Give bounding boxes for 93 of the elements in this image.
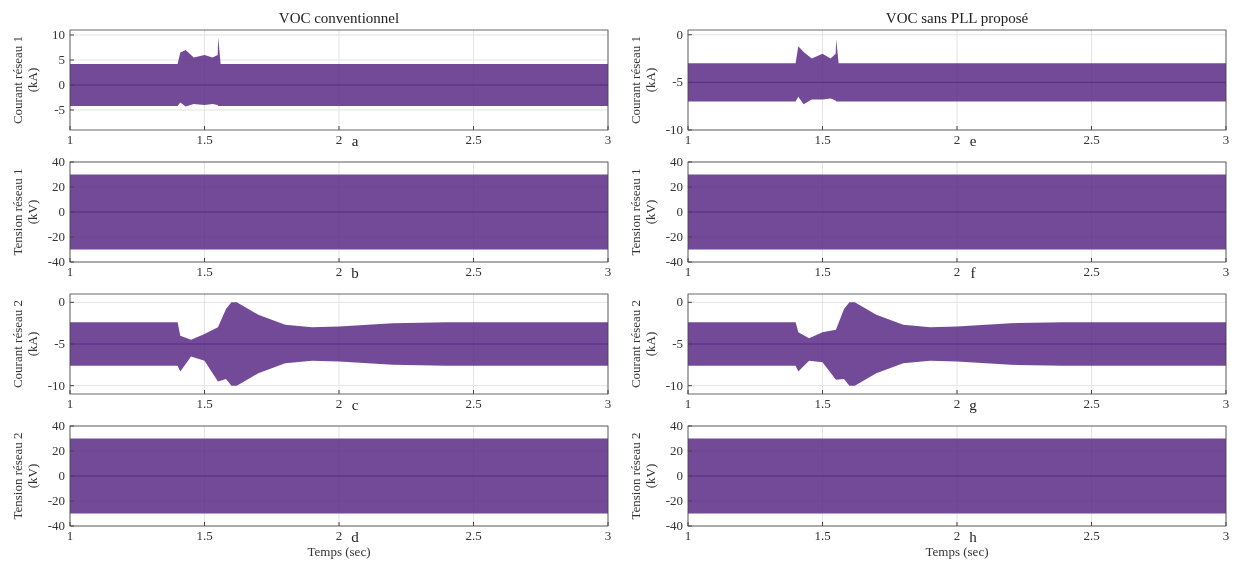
text: b — [351, 265, 359, 281]
x-tick-label: 2 — [953, 264, 961, 279]
y-tick-label: 5 — [58, 52, 65, 67]
text: f — [970, 265, 976, 281]
x-tick-label: 3 — [1222, 264, 1230, 279]
y-tick-label: -40 — [47, 254, 65, 269]
y-tick-label: -10 — [47, 377, 65, 393]
y-tick-label: 0 — [58, 77, 65, 92]
y-tick-label: -10 — [665, 122, 683, 137]
y-tick-label: -40 — [47, 518, 65, 533]
x-tick-label: 2.5 — [465, 528, 482, 543]
x-tick-label: 2 — [335, 132, 343, 147]
x-tick-label: 3 — [604, 132, 612, 147]
y-tick-label: 20 — [52, 179, 65, 194]
y-tick-label: 0 — [676, 468, 683, 483]
y-tick-label: 40 — [52, 154, 65, 169]
x-tick-label: 1 — [66, 528, 74, 543]
y-tick-label: 40 — [670, 418, 683, 433]
x-tick-label: 2 — [335, 264, 343, 279]
y-tick-label: 40 — [52, 418, 65, 433]
y-axis-title: Tension réseau 1 (kV) — [628, 168, 658, 256]
x-tick-label: 3 — [1222, 132, 1230, 147]
x-tick-label: 3 — [1222, 396, 1230, 411]
y-axis-title: Tension réseau 2 (kV) — [628, 432, 658, 520]
chart-title: VOC conventionnel — [278, 10, 400, 26]
x-tick-label: 1.5 — [814, 528, 831, 543]
y-tick-label: -5 — [672, 336, 683, 351]
y-tick-label: 0 — [676, 294, 683, 310]
x-axis-title: Temps (sec) — [925, 544, 989, 559]
x-tick-label: 1 — [684, 396, 692, 411]
x-tick-label: 1 — [684, 528, 692, 543]
x-tick-label: 1 — [66, 132, 74, 147]
y-axis-title: Tension réseau 1 (kV) — [10, 168, 40, 256]
x-tick-label: 1.5 — [196, 264, 213, 279]
x-tick-label: 1 — [684, 264, 692, 279]
y-tick-label: 0 — [676, 204, 683, 219]
text: h — [969, 529, 978, 545]
x-tick-label: 3 — [604, 396, 612, 411]
x-tick-label: 1.5 — [196, 528, 213, 543]
y-axis-title: Courant réseau 1 (kA) — [628, 35, 658, 125]
y-axis-title: Tension réseau 2 (kV) — [10, 432, 40, 520]
y-tick-label: -5 — [672, 74, 683, 90]
x-tick-label: 1.5 — [814, 396, 831, 411]
y-tick-label: 20 — [670, 443, 683, 458]
y-tick-label: -40 — [665, 518, 683, 533]
y-tick-label: 0 — [676, 26, 683, 42]
y-tick-label: 40 — [670, 154, 683, 169]
y-tick-label: -20 — [47, 229, 65, 244]
chart-title: VOC sans PLL proposé — [885, 10, 1029, 26]
y-tick-label: 0 — [58, 468, 65, 483]
y-tick-label: 20 — [670, 179, 683, 194]
x-tick-label: 2.5 — [1083, 132, 1100, 147]
x-tick-label: 2.5 — [465, 132, 482, 147]
y-tick-label: -20 — [47, 493, 65, 508]
y-tick-label: -20 — [665, 229, 683, 244]
x-tick-label: 2 — [953, 528, 961, 543]
x-tick-label: 3 — [604, 528, 612, 543]
x-tick-label: 2.5 — [465, 396, 482, 411]
x-tick-label: 2 — [335, 528, 343, 543]
x-tick-label: 1.5 — [196, 132, 213, 147]
x-tick-label: 2.5 — [1083, 264, 1100, 279]
x-tick-label: 2.5 — [1083, 528, 1100, 543]
x-tick-label: 2.5 — [1083, 396, 1100, 411]
y-tick-label: -5 — [54, 336, 65, 351]
x-tick-label: 2 — [953, 396, 961, 411]
y-tick-label: 10 — [52, 27, 65, 42]
y-axis-title: Courant réseau 2 (kA) — [628, 299, 658, 389]
x-tick-label: 2.5 — [465, 264, 482, 279]
text: a — [351, 133, 359, 149]
text: e — [969, 133, 977, 149]
y-tick-label: 0 — [58, 294, 65, 310]
x-tick-label: 1.5 — [814, 264, 831, 279]
y-axis-title: Courant réseau 1 (kA) — [10, 35, 40, 125]
x-tick-label: 2 — [335, 396, 343, 411]
y-tick-label: -5 — [54, 102, 65, 117]
y-tick-label: -20 — [665, 493, 683, 508]
x-tick-label: 1.5 — [814, 132, 831, 147]
x-tick-label: 2 — [953, 132, 961, 147]
y-axis-title: Courant réseau 2 (kA) — [10, 299, 40, 389]
x-tick-label: 3 — [604, 264, 612, 279]
x-tick-label: 1.5 — [196, 396, 213, 411]
text: c — [351, 397, 359, 413]
x-tick-label: 1 — [66, 396, 74, 411]
y-tick-label: -10 — [665, 377, 683, 393]
y-tick-label: 20 — [52, 443, 65, 458]
x-tick-label: 3 — [1222, 528, 1230, 543]
x-tick-label: 1 — [684, 132, 692, 147]
text: d — [351, 529, 360, 545]
x-axis-title: Temps (sec) — [307, 544, 371, 559]
y-tick-label: 0 — [58, 204, 65, 219]
x-tick-label: 1 — [66, 264, 74, 279]
text: g — [969, 397, 978, 413]
y-tick-label: -40 — [665, 254, 683, 269]
